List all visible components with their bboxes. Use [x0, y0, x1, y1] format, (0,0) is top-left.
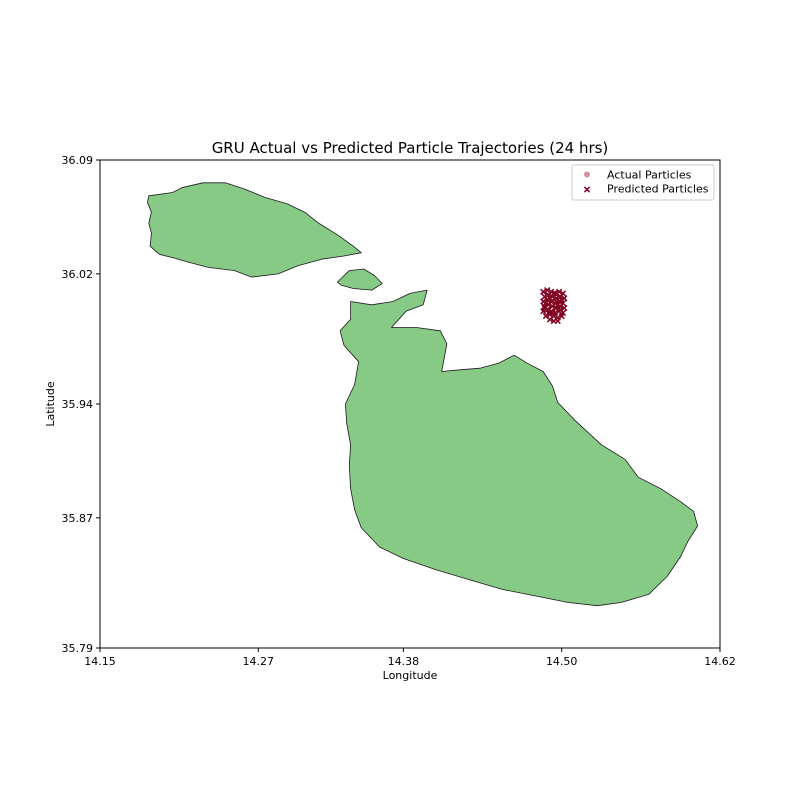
y-tick-label: 36.09 [62, 154, 94, 167]
x-tick-label: 14.15 [84, 655, 116, 668]
predicted-particle-marker [561, 304, 568, 312]
legend: Actual Particles Predicted Particles [571, 164, 715, 201]
x-tick-label: 14.38 [388, 655, 420, 668]
predicted-particle-marker [540, 308, 547, 315]
predicted-particle-marker [545, 309, 552, 317]
x-tick-label: 14.27 [243, 655, 275, 668]
predicted-particle-marker [542, 300, 550, 307]
x-axis-label: Longitude [383, 669, 438, 682]
y-axis-label: Latitude [44, 381, 57, 427]
predicted-particle-marker [554, 301, 561, 308]
y-tick-label: 35.79 [62, 642, 94, 655]
predicted-particle-marker [540, 288, 547, 295]
predicted-particle-marker [546, 316, 553, 323]
y-axis: 35.79 35.87 35.94 36.02 36.09 [62, 154, 100, 655]
island-malta [339, 289, 698, 607]
island-comino [336, 268, 383, 291]
legend-x-glyph [583, 186, 591, 193]
legend-predicted-marker [583, 186, 591, 193]
x-axis: 14.15 14.27 14.38 14.50 14.62 [84, 648, 736, 668]
x-tick-label: 14.62 [704, 655, 736, 668]
y-tick-label: 35.87 [62, 512, 94, 525]
legend-actual-marker [584, 171, 590, 178]
predicted-particle-marker [553, 298, 560, 305]
plot-area [147, 182, 698, 607]
predicted-particle-marker [557, 293, 564, 300]
predicted-particle-marker [545, 291, 552, 299]
y-tick-label: 36.02 [62, 268, 94, 281]
predicted-particle-marker [555, 288, 563, 295]
predicted-particle-marker [550, 290, 557, 297]
island-gozo [147, 182, 362, 278]
legend-predicted-label: Predicted Particles [607, 183, 709, 196]
y-tick-label: 35.94 [62, 398, 94, 411]
legend-actual-label: Actual Particles [607, 169, 692, 182]
predicted-particle-marker [558, 296, 565, 304]
predicted-particle-marker [544, 287, 551, 294]
predicted-particle-marker [554, 317, 561, 325]
predicted-particle-marker [546, 295, 553, 302]
series-1 [540, 287, 568, 325]
x-tick-label: 14.50 [546, 655, 578, 668]
predicted-particle-marker [557, 306, 564, 313]
predicted-particle-marker [558, 313, 565, 320]
predicted-particle-marker [549, 303, 556, 310]
predicted-particle-marker [541, 304, 548, 312]
chart-title: GRU Actual vs Predicted Particle Traject… [212, 139, 609, 157]
legend-box [571, 164, 715, 201]
